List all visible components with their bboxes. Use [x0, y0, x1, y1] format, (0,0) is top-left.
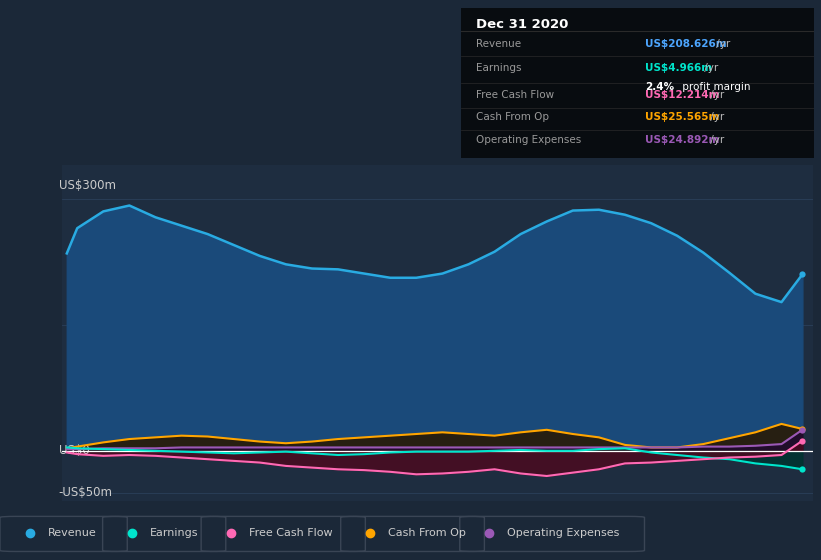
Text: 2.4%: 2.4% [645, 82, 674, 92]
Text: /yr: /yr [707, 113, 724, 123]
Text: Revenue: Revenue [48, 529, 96, 538]
Text: Earnings: Earnings [475, 63, 521, 73]
Text: Revenue: Revenue [475, 39, 521, 49]
Text: US$24.892m: US$24.892m [645, 135, 719, 145]
Text: US$12.214m: US$12.214m [645, 90, 719, 100]
Text: Cash From Op: Cash From Op [388, 529, 466, 538]
Text: US$0: US$0 [58, 444, 89, 458]
Text: -US$50m: -US$50m [58, 486, 112, 500]
Text: US$4.966m: US$4.966m [645, 63, 712, 73]
Text: US$300m: US$300m [58, 179, 116, 192]
Text: /yr: /yr [707, 90, 724, 100]
Text: Cash From Op: Cash From Op [475, 113, 548, 123]
Text: Free Cash Flow: Free Cash Flow [249, 529, 333, 538]
Text: US$25.565m: US$25.565m [645, 113, 719, 123]
Text: Free Cash Flow: Free Cash Flow [475, 90, 553, 100]
Text: Operating Expenses: Operating Expenses [507, 529, 620, 538]
Text: Operating Expenses: Operating Expenses [475, 135, 580, 145]
Text: Earnings: Earnings [150, 529, 199, 538]
Text: Dec 31 2020: Dec 31 2020 [475, 18, 568, 31]
Text: profit margin: profit margin [678, 82, 750, 92]
Text: /yr: /yr [713, 39, 730, 49]
Text: /yr: /yr [707, 135, 724, 145]
Text: US$208.626m: US$208.626m [645, 39, 727, 49]
Text: /yr: /yr [700, 63, 718, 73]
